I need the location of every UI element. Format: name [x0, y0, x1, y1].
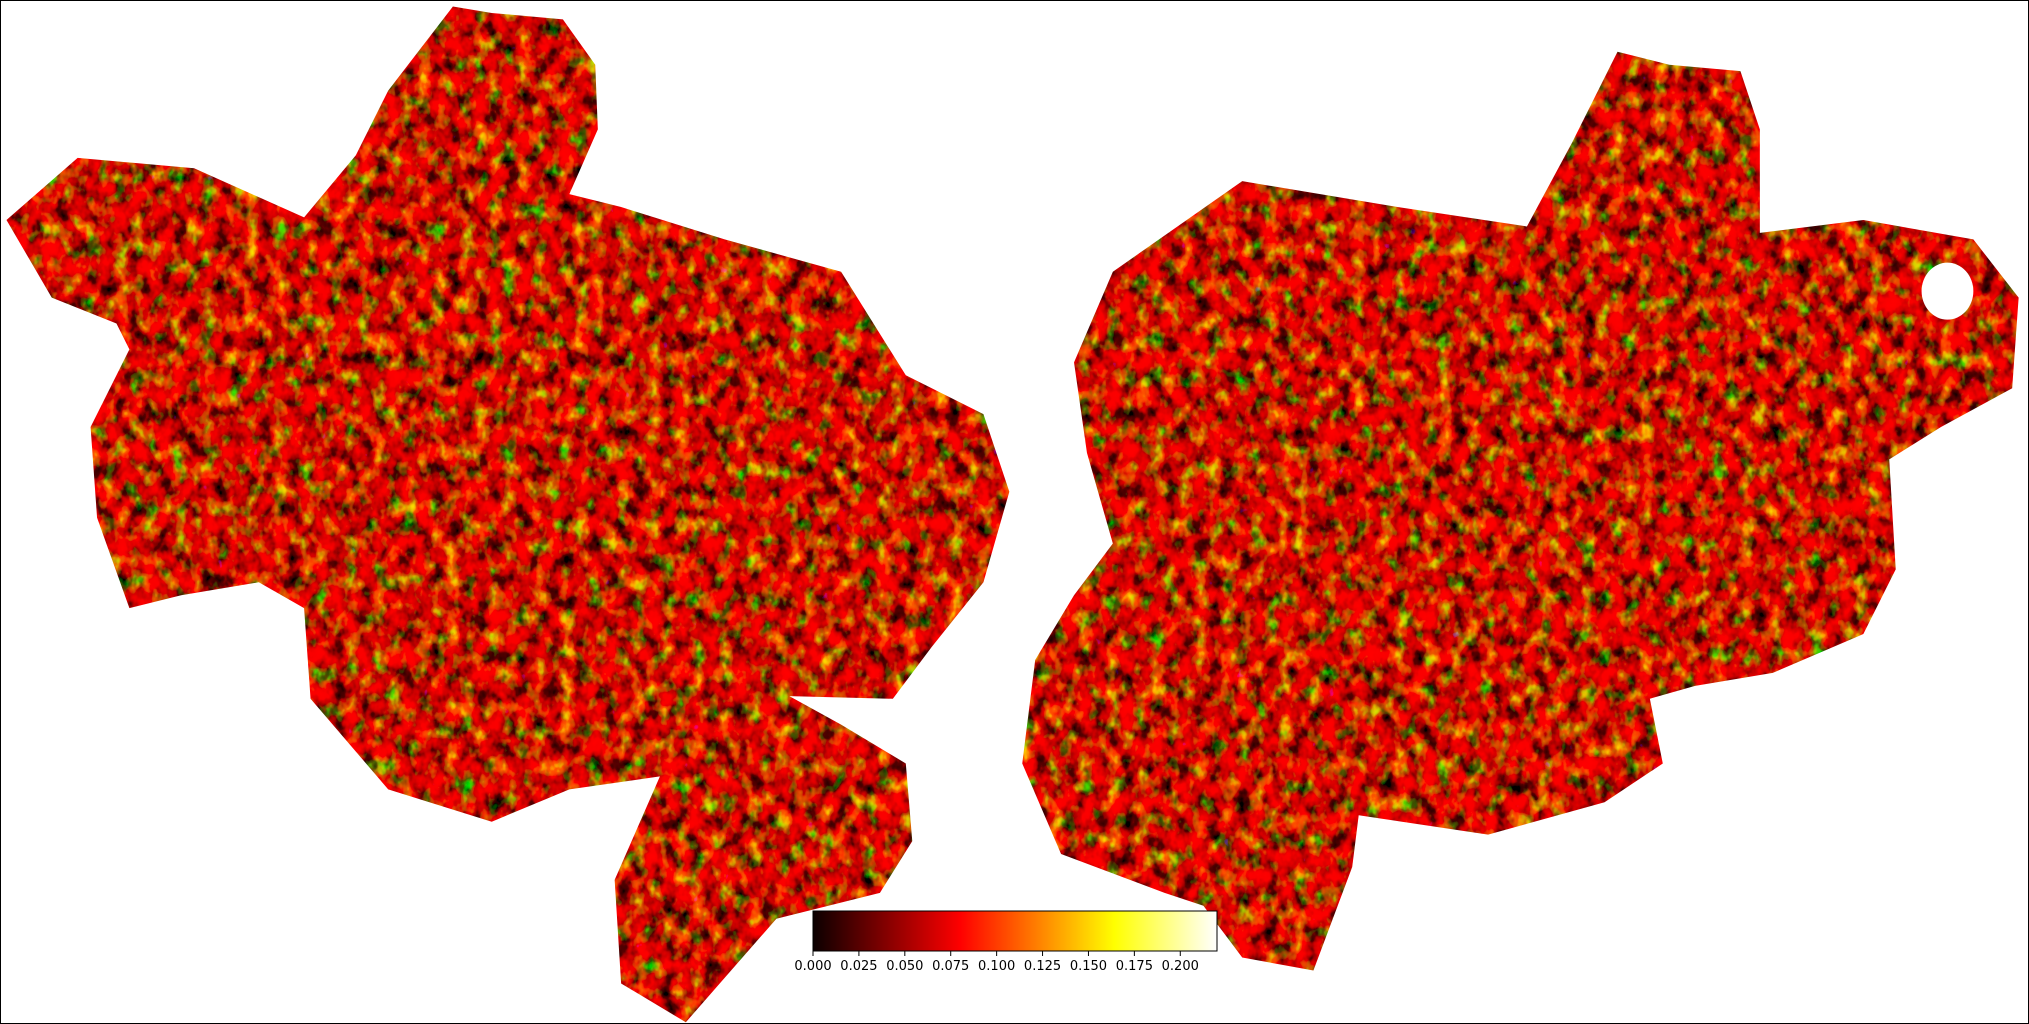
colorbar-gradient: [812, 910, 1218, 952]
colorbar-tick-label: 0.200: [1162, 959, 1199, 974]
left-hemisphere: [6, 6, 1010, 1023]
colorbar-tick-label: 0.100: [978, 959, 1015, 974]
right-hemisphere: [1022, 51, 2019, 971]
colorbar-tick-label: 0.025: [840, 959, 877, 974]
colorbar-tick-label: 0.150: [1070, 959, 1107, 974]
colorbar: 0.000 0.025 0.050 0.075 0.100 0.125 0.150 0.175…: [794, 910, 1218, 974]
colorbar-tick-label: 0.000: [794, 959, 831, 974]
colorbar-tick-label: 0.050: [886, 959, 923, 974]
colorbar-tick-label: 0.075: [932, 959, 969, 974]
brain-flatmaps: [6, 6, 2019, 1023]
colorbar-tick-label: 0.175: [1116, 959, 1153, 974]
colorbar-tick-label: 0.125: [1024, 959, 1061, 974]
